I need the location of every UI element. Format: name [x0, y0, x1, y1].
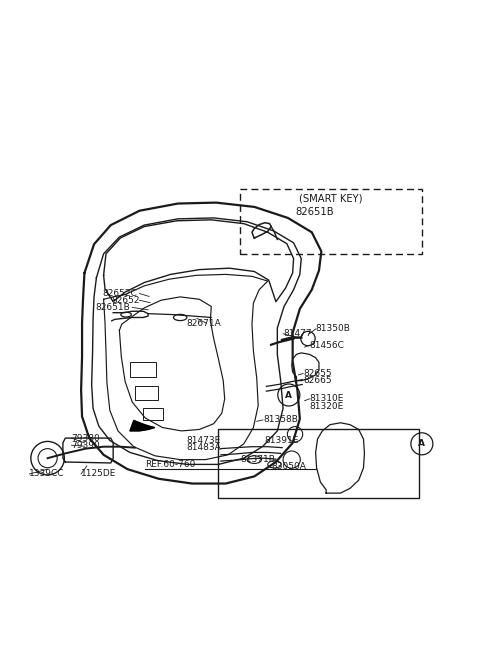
Text: 79390: 79390	[72, 441, 100, 450]
Text: 81371B: 81371B	[240, 455, 275, 464]
Text: 79380: 79380	[72, 434, 100, 443]
Text: 82651B: 82651B	[95, 303, 130, 312]
Bar	[130, 361, 156, 377]
Text: 82652C: 82652C	[102, 289, 137, 298]
Text: 82652: 82652	[111, 296, 140, 305]
Text: (SMART KEY): (SMART KEY)	[299, 193, 363, 203]
Polygon shape	[130, 420, 155, 431]
Text: 1125DE: 1125DE	[81, 470, 117, 478]
Bar	[144, 408, 163, 420]
Text: 82655: 82655	[303, 369, 332, 378]
Text: A: A	[419, 440, 425, 448]
Text: 81391E: 81391E	[264, 436, 298, 445]
Text: 82671A: 82671A	[186, 319, 221, 328]
Text: A: A	[285, 390, 292, 400]
Text: 81477: 81477	[283, 329, 312, 338]
Text: 81310E: 81310E	[310, 394, 344, 403]
Text: 82651B: 82651B	[295, 207, 334, 217]
Text: 1339CC: 1339CC	[29, 470, 65, 478]
Bar	[135, 386, 157, 400]
Text: REF.60-760: REF.60-760	[145, 460, 196, 469]
Text: 81358B: 81358B	[263, 415, 298, 424]
Text: 83050A: 83050A	[271, 462, 306, 471]
Text: 81350B: 81350B	[316, 325, 350, 333]
Text: 81473E: 81473E	[187, 436, 221, 445]
Text: 82665: 82665	[303, 376, 332, 385]
Text: 81456C: 81456C	[310, 340, 344, 350]
Text: 81320E: 81320E	[310, 401, 344, 411]
Text: 81483A: 81483A	[186, 443, 221, 452]
